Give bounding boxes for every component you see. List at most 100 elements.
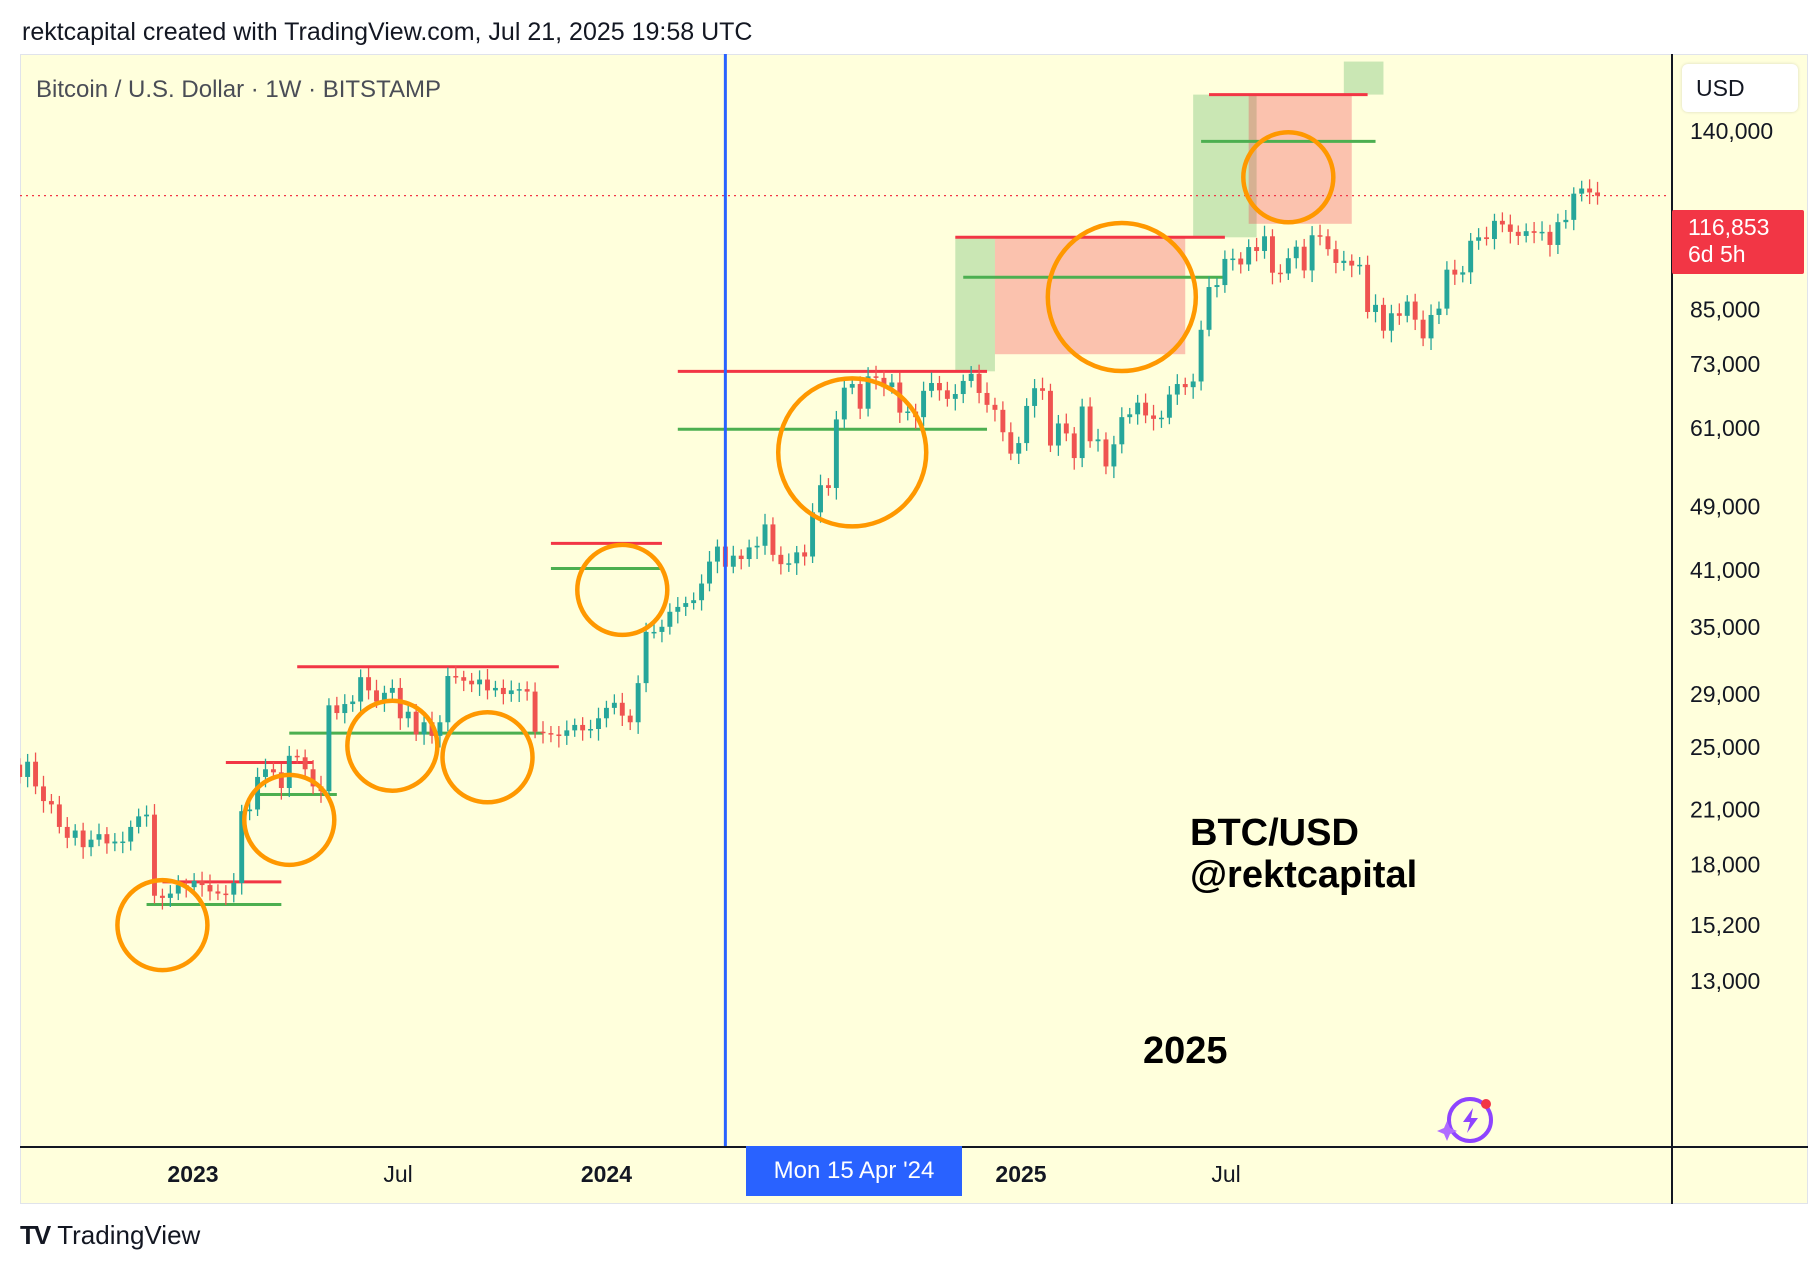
chart-frame[interactable] (20, 54, 1808, 1204)
candle[interactable] (1270, 229, 1275, 285)
candle[interactable] (437, 715, 443, 748)
assistant-spark-icon[interactable] (1437, 1097, 1493, 1143)
candle[interactable] (1499, 212, 1505, 233)
candle[interactable] (1373, 294, 1378, 323)
candle[interactable] (215, 884, 221, 901)
candle[interactable] (41, 775, 46, 813)
candle[interactable] (1230, 248, 1236, 271)
candle[interactable] (1365, 255, 1371, 319)
candle[interactable] (247, 801, 253, 821)
candle[interactable] (1047, 383, 1053, 453)
candle[interactable] (564, 720, 570, 745)
candle[interactable] (1436, 301, 1442, 325)
candle[interactable] (461, 670, 467, 692)
candle[interactable] (1539, 221, 1545, 241)
candle[interactable] (278, 763, 284, 800)
candle[interactable] (603, 700, 609, 728)
candle[interactable] (413, 703, 419, 741)
highlight-circle[interactable] (775, 376, 929, 529)
candle[interactable] (1396, 303, 1402, 325)
candle[interactable] (1460, 265, 1466, 283)
candle[interactable] (294, 749, 300, 764)
candle[interactable] (1071, 427, 1077, 470)
candle[interactable] (104, 827, 110, 854)
candle[interactable] (1016, 436, 1022, 464)
candle[interactable] (540, 721, 546, 744)
candle[interactable] (80, 822, 86, 859)
candle[interactable] (762, 513, 768, 555)
candle[interactable] (1277, 264, 1283, 283)
candle[interactable] (152, 804, 157, 904)
candle[interactable] (1317, 224, 1323, 246)
candle[interactable] (1182, 377, 1188, 395)
candle[interactable] (992, 397, 998, 422)
candle[interactable] (175, 875, 181, 901)
candle[interactable] (786, 553, 792, 572)
candle[interactable] (1032, 379, 1038, 418)
candle[interactable] (231, 873, 237, 903)
highlight-circle[interactable] (440, 710, 535, 805)
highlight-circle[interactable] (1045, 220, 1199, 374)
candle[interactable] (1143, 393, 1149, 424)
highlight-circle[interactable] (345, 698, 440, 793)
candle[interactable] (1349, 254, 1355, 278)
candle[interactable] (1547, 224, 1553, 257)
candle[interactable] (667, 603, 673, 635)
candle[interactable] (1333, 240, 1339, 274)
candle[interactable] (1492, 213, 1497, 250)
candle[interactable] (1040, 377, 1045, 400)
candle[interactable] (310, 760, 316, 795)
candle[interactable] (691, 592, 697, 610)
candle[interactable] (255, 767, 261, 816)
candle[interactable] (1412, 293, 1418, 331)
candle[interactable] (199, 871, 205, 897)
candle[interactable] (1563, 209, 1569, 229)
candle[interactable] (492, 680, 498, 697)
candle[interactable] (1246, 239, 1252, 271)
candle[interactable] (1206, 276, 1212, 337)
candle[interactable] (1095, 428, 1101, 452)
candle[interactable] (556, 725, 562, 748)
candle[interactable] (1000, 401, 1006, 442)
candle[interactable] (730, 545, 736, 574)
candle[interactable] (802, 544, 808, 566)
candle[interactable] (477, 670, 483, 696)
highlight-circle[interactable] (575, 542, 670, 638)
candle[interactable] (905, 405, 911, 421)
candle[interactable] (818, 474, 823, 523)
candle[interactable] (1357, 257, 1363, 275)
candle[interactable] (596, 707, 601, 741)
candle[interactable] (64, 817, 70, 849)
candle[interactable] (167, 885, 173, 907)
highlight-circle[interactable] (1241, 130, 1336, 225)
candle[interactable] (1024, 398, 1030, 451)
candle[interactable] (1571, 187, 1577, 231)
candle[interactable] (1325, 229, 1331, 256)
candle[interactable] (72, 824, 78, 846)
candle[interactable] (1103, 432, 1109, 475)
candle[interactable] (485, 668, 490, 700)
candle[interactable] (936, 375, 942, 401)
candle[interactable] (1388, 304, 1394, 343)
candle[interactable] (1444, 261, 1450, 316)
candle[interactable] (1190, 373, 1196, 399)
highlight-circle[interactable] (115, 877, 210, 973)
candle[interactable] (120, 831, 126, 854)
candle[interactable] (342, 694, 348, 724)
candle[interactable] (350, 695, 356, 712)
candle[interactable] (445, 667, 451, 732)
candle[interactable] (1309, 226, 1315, 283)
candle[interactable] (516, 682, 522, 702)
price-chart[interactable]: 13,000 15,200 18,000 21,000 25,000 29,000 35,0… (20, 54, 1808, 1204)
candle[interactable] (1238, 252, 1244, 274)
candle[interactable] (627, 709, 633, 731)
highlight-circle[interactable] (242, 772, 337, 868)
candle[interactable] (524, 681, 530, 701)
candle[interactable] (405, 705, 411, 728)
candle[interactable] (1452, 259, 1458, 285)
candle[interactable] (25, 753, 31, 788)
candle[interactable] (857, 376, 863, 420)
candle[interactable] (929, 372, 934, 398)
candle[interactable] (286, 745, 292, 798)
candle[interactable] (960, 374, 966, 404)
